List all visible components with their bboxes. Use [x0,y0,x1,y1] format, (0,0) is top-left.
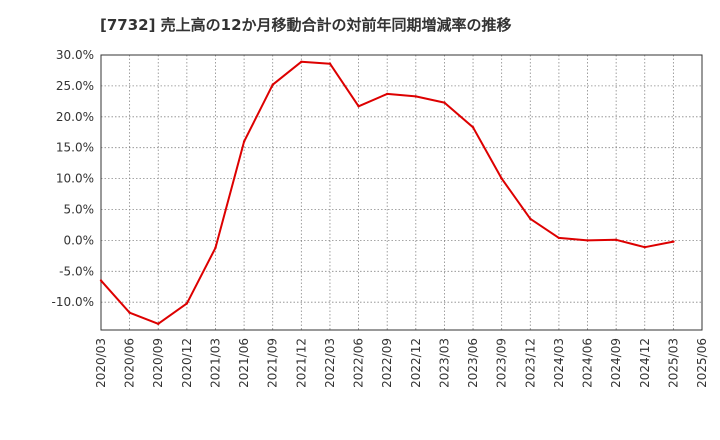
x-tick-label: 2021/12 [294,338,308,388]
x-tick-label: 2023/09 [495,338,509,388]
x-tick-label: 2021/03 [208,338,222,388]
data-point [385,92,389,96]
x-tick-label: 2020/06 [123,338,137,388]
y-tick-label: 5.0% [64,202,95,216]
y-tick-label: 30.0% [56,48,94,62]
x-tick-label: 2024/12 [638,338,652,388]
data-point [271,83,274,86]
plot-border [100,54,703,331]
data-point [500,177,503,180]
x-tick-label: 2023/03 [437,338,451,388]
data-point [614,238,618,241]
x-tick-label: 2022/12 [409,338,423,388]
data-point [242,140,246,143]
data-point [414,95,418,98]
data-point [328,62,332,65]
plot-area [101,55,702,330]
data-point [185,302,189,305]
x-tick-label: 2021/06 [237,338,251,388]
x-tick-label: 2021/09 [266,338,280,388]
data-point [471,126,475,129]
data-point [157,322,160,326]
y-tick-label: 20.0% [56,110,94,124]
chart-title: [7732] 売上高の12か月移動合計の対前年同期増減率の推移 [100,16,512,34]
y-tick-label: 15.0% [56,141,94,155]
x-tick-label: 2020/09 [151,338,165,388]
data-point [128,311,131,314]
x-tick-label: 2023/12 [523,338,537,388]
x-tick-label: 2022/03 [323,338,337,388]
y-tick-label: 0.0% [64,233,95,247]
x-tick-label: 2020/12 [180,338,194,388]
data-point [443,101,446,104]
data-point [586,239,589,242]
data-point [357,105,360,108]
x-tick-label: 2024/09 [609,338,623,388]
data-point [300,60,303,63]
x-tick-label: 2024/06 [581,338,595,388]
data-point [529,217,532,220]
data-point [214,246,217,250]
y-tick-label: 25.0% [56,79,94,93]
y-tick-label: -10.0% [52,295,94,309]
x-tick-label: 2020/03 [94,338,108,388]
data-point [672,240,675,243]
y-tick-label: 10.0% [56,172,94,186]
x-tick-label: 2023/06 [466,338,480,388]
x-tick-label: 2024/03 [552,338,566,388]
x-tick-label: 2022/06 [352,338,366,388]
y-tick-label: -5.0% [59,264,94,278]
data-point [99,279,103,282]
data-point [643,245,646,249]
data-point [557,236,561,240]
x-tick-label: 2025/06 [695,338,709,388]
x-tick-label: 2025/03 [666,338,680,388]
x-tick-label: 2022/09 [380,338,394,388]
